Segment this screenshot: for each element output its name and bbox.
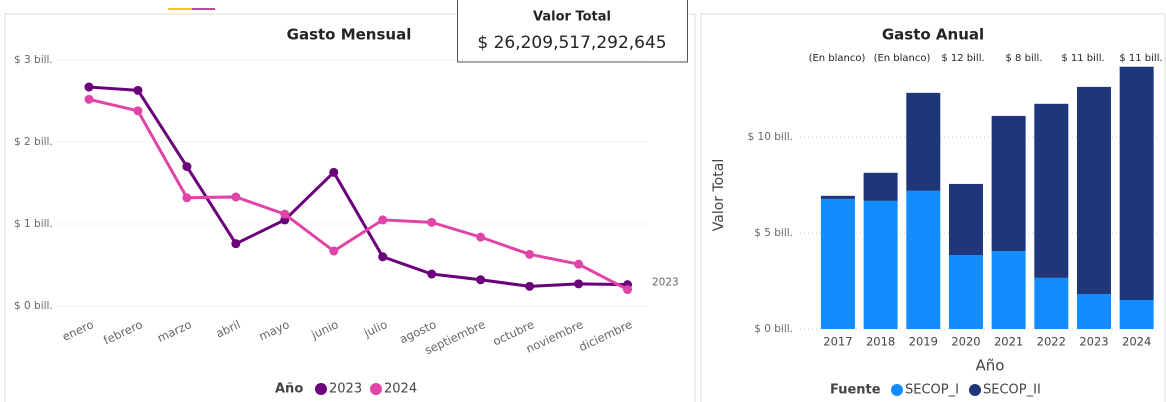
bar-segment	[906, 92, 941, 191]
point	[182, 193, 192, 203]
bar-segment	[863, 200, 898, 329]
bar-segment	[991, 250, 1026, 329]
point	[574, 279, 584, 289]
legend-label: 2023	[329, 382, 362, 397]
x-tick-label: 2017	[823, 335, 852, 349]
bar-panel	[700, 13, 1166, 402]
point	[525, 281, 535, 291]
card-value: $ 26,209,517,292,645	[477, 33, 666, 53]
y-tick-label: $ 0 bill.	[14, 300, 53, 312]
bar-segment	[1119, 66, 1154, 300]
point	[623, 285, 633, 295]
point	[84, 94, 94, 104]
bar-segment	[1076, 86, 1111, 295]
annotation: $ 8 bill.	[1006, 53, 1043, 64]
point	[133, 106, 143, 116]
chart-title: Gasto Mensual	[287, 26, 412, 44]
annotation: $ 11 bill.	[1119, 53, 1162, 64]
x-tick-label: mayo	[257, 317, 292, 343]
chart-title: Gasto Anual	[882, 26, 984, 44]
point	[329, 246, 339, 256]
point	[84, 82, 94, 92]
bar-segment	[1034, 103, 1069, 278]
legend-swatch	[315, 383, 327, 395]
point	[427, 217, 437, 227]
legend-label: 2024	[384, 382, 417, 397]
y-tick-label: $ 3 bill.	[14, 54, 53, 66]
point	[427, 269, 437, 279]
legend-label: SECOP_II	[983, 383, 1041, 398]
x-tick-label: diciembre	[577, 317, 635, 354]
card	[457, 0, 688, 63]
annotation: $ 11 bill.	[1061, 53, 1104, 64]
bar-segment	[863, 172, 898, 201]
legend-swatch	[969, 384, 981, 396]
annotation: $ 12 bill.	[941, 53, 984, 64]
point	[231, 192, 241, 202]
point	[231, 239, 241, 249]
bar-segment	[1076, 294, 1111, 329]
x-tick-label: enero	[60, 317, 96, 344]
bar-segment	[906, 190, 941, 329]
x-tick-label: marzo	[155, 317, 194, 345]
x-tick-label: febrero	[101, 317, 145, 347]
annotation: (En blanco)	[809, 53, 866, 64]
point	[378, 215, 388, 225]
bar-segment	[991, 115, 1026, 251]
legend-title: Año	[275, 382, 303, 397]
bar-segment	[948, 255, 983, 329]
card-title: Valor Total	[533, 10, 611, 25]
bar-segment	[1119, 299, 1154, 329]
x-tick-label: 2020	[951, 335, 980, 349]
x-tick-label: 2021	[994, 335, 1023, 349]
x-tick-label: julio	[361, 317, 390, 340]
series-line	[88, 85, 628, 288]
x-tick-label: 2023	[1079, 335, 1108, 349]
x-tick-label: junio	[308, 317, 340, 342]
legend-swatch	[891, 384, 903, 396]
point	[574, 259, 584, 269]
point	[133, 85, 143, 95]
point	[378, 252, 388, 262]
point	[525, 249, 535, 259]
x-tick-label: abril	[214, 317, 243, 340]
legend-title: Fuente	[830, 383, 881, 398]
bar-segment	[948, 183, 983, 256]
y-tick-label: $ 2 bill.	[14, 136, 53, 148]
legend-label: SECOP_I	[905, 383, 959, 398]
annotation: (En blanco)	[874, 53, 931, 64]
x-axis-title: Año	[976, 357, 1005, 375]
bar-segment	[1034, 277, 1069, 329]
point	[329, 167, 339, 177]
line-panel	[4, 13, 696, 402]
point	[476, 232, 486, 242]
point	[476, 275, 486, 285]
x-tick-label: 2018	[866, 335, 895, 349]
y-tick-label: $ 0 bill.	[754, 323, 793, 335]
point	[280, 209, 290, 219]
legend-swatch	[370, 383, 382, 395]
y-tick-label: $ 5 bill.	[754, 227, 793, 239]
x-tick-label: 2024	[1122, 335, 1151, 349]
x-tick-label: 2022	[1037, 335, 1066, 349]
bar-segment	[820, 198, 855, 329]
point	[182, 162, 192, 172]
y-tick-label: $ 10 bill.	[748, 131, 793, 143]
y-axis-title: Valor Total	[711, 159, 727, 231]
y-tick-label: $ 1 bill.	[14, 218, 53, 230]
series-line	[88, 97, 629, 291]
end-label: 2023	[652, 277, 679, 289]
x-tick-label: 2019	[909, 335, 938, 349]
bar-segment	[820, 195, 855, 199]
